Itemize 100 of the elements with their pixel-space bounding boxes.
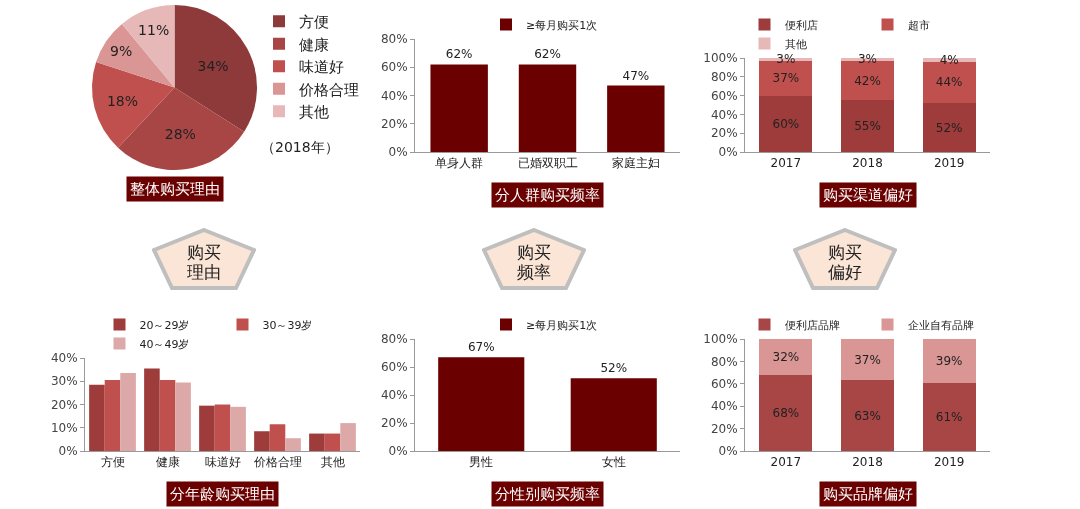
data-label: 39% [935,353,963,368]
y-tick-label: 100% [703,332,738,347]
legend-label: 其他 [784,37,807,51]
legend-label: ≥每月购买1次 [526,318,598,332]
y-tick-label: 20% [50,397,78,412]
legend-label: 30～39岁 [262,318,313,332]
legend-label: 其他 [299,103,329,122]
bar [922,382,976,451]
legend-label: 企业自有品牌 [907,318,974,332]
bar [759,374,813,451]
y-tick-label: 60% [380,360,408,375]
data-label: 11% [138,21,170,38]
data-label: 62% [534,47,561,62]
data-label: 3% [776,52,796,67]
y-tick-label: 40% [50,351,78,366]
text: 购买偏好 [827,242,863,282]
bar [324,433,341,451]
text: 分性别购买频率 [495,485,600,503]
data-label: 47% [622,68,650,83]
legend-label: 味道好 [299,58,344,77]
pie-slice [96,23,175,88]
text: 购买理由 [186,242,222,282]
x-tick-label: 2017 [770,156,802,171]
y-tick-label: 80% [380,32,408,47]
y-tick-label: 80% [380,332,408,347]
bar [759,95,813,152]
y-tick-label: 80% [710,70,738,84]
data-label: 63% [854,408,881,423]
y-tick-label: 20% [380,116,408,131]
bar [144,368,160,451]
x-tick-label: 味道好 [204,455,241,470]
bar [104,380,121,451]
data-label: 9% [110,43,133,60]
y-tick-label: 40% [380,88,408,103]
x-tick-label: 价格合理 [252,455,302,470]
data-label: 52% [600,361,628,376]
bar [214,404,231,451]
text: 购买渠道偏好 [823,186,913,204]
x-tick-label: 女性 [601,455,626,470]
data-label: 3% [857,52,878,67]
bar [120,373,136,451]
legend-label: 健康 [299,35,329,54]
data-label: 52% [935,120,963,135]
legend-label: ≥每月购买1次 [526,18,598,32]
bar [254,431,270,451]
bar [840,380,895,451]
data-label: 37% [854,352,881,367]
x-tick-label: 健康 [155,455,180,470]
legend-label: 便利店品牌 [784,318,840,332]
y-tick-label: 10% [50,420,78,435]
bar [309,433,325,451]
data-label: 44% [935,75,963,90]
x-tick-label: 2019 [933,455,965,470]
data-label: 18% [106,92,139,109]
x-tick-label: 2018 [852,156,883,171]
data-label: 68% [772,405,800,420]
bar [840,100,895,152]
bar [89,384,105,451]
y-tick-label: 0% [58,444,78,459]
bar [922,103,976,152]
bar [759,339,813,375]
text: 购买频率 [516,242,552,282]
data-label: 28% [164,125,196,142]
y-tick-label: 20% [380,416,408,431]
x-tick-label: 家庭主妇 [611,156,660,171]
legend-label: 20～29岁 [139,318,190,332]
y-tick-label: 80% [710,354,738,369]
data-label: 34% [197,58,229,75]
y-tick-label: 0% [718,145,738,160]
legend-label: 方便 [299,13,329,32]
x-tick-label: 2019 [933,156,965,171]
data-label: 67% [467,340,495,355]
y-tick-label: 100% [703,51,738,66]
text: 购买品牌偏好 [823,485,913,503]
data-label: 61% [935,409,963,424]
text: 整体购买理由 [130,180,220,198]
bar [269,424,286,451]
x-tick-label: 2018 [852,455,883,470]
y-tick-label: 20% [710,421,738,436]
x-tick-label: 方便 [100,455,125,470]
y-tick-label: 0% [718,444,738,459]
data-label: 37% [772,71,800,86]
legend-label: 价格合理 [298,80,359,99]
y-tick-label: 60% [710,377,738,391]
x-tick-label: 男性 [469,455,494,470]
x-tick-label: 2017 [770,455,802,470]
y-tick-label: 30% [50,374,78,389]
bar [840,339,895,381]
bar [285,438,301,451]
y-tick-label: 40% [710,399,738,414]
legend-label: 40～49岁 [139,337,190,351]
bar [175,382,191,451]
bar [230,406,246,451]
y-tick-label: 40% [380,388,408,403]
legend-label: 超市 [907,18,930,32]
y-tick-label: 20% [710,126,738,141]
data-label: 42% [854,73,881,88]
data-label: 62% [445,47,473,62]
y-tick-label: 60% [710,88,738,103]
y-tick-label: 0% [388,145,408,160]
